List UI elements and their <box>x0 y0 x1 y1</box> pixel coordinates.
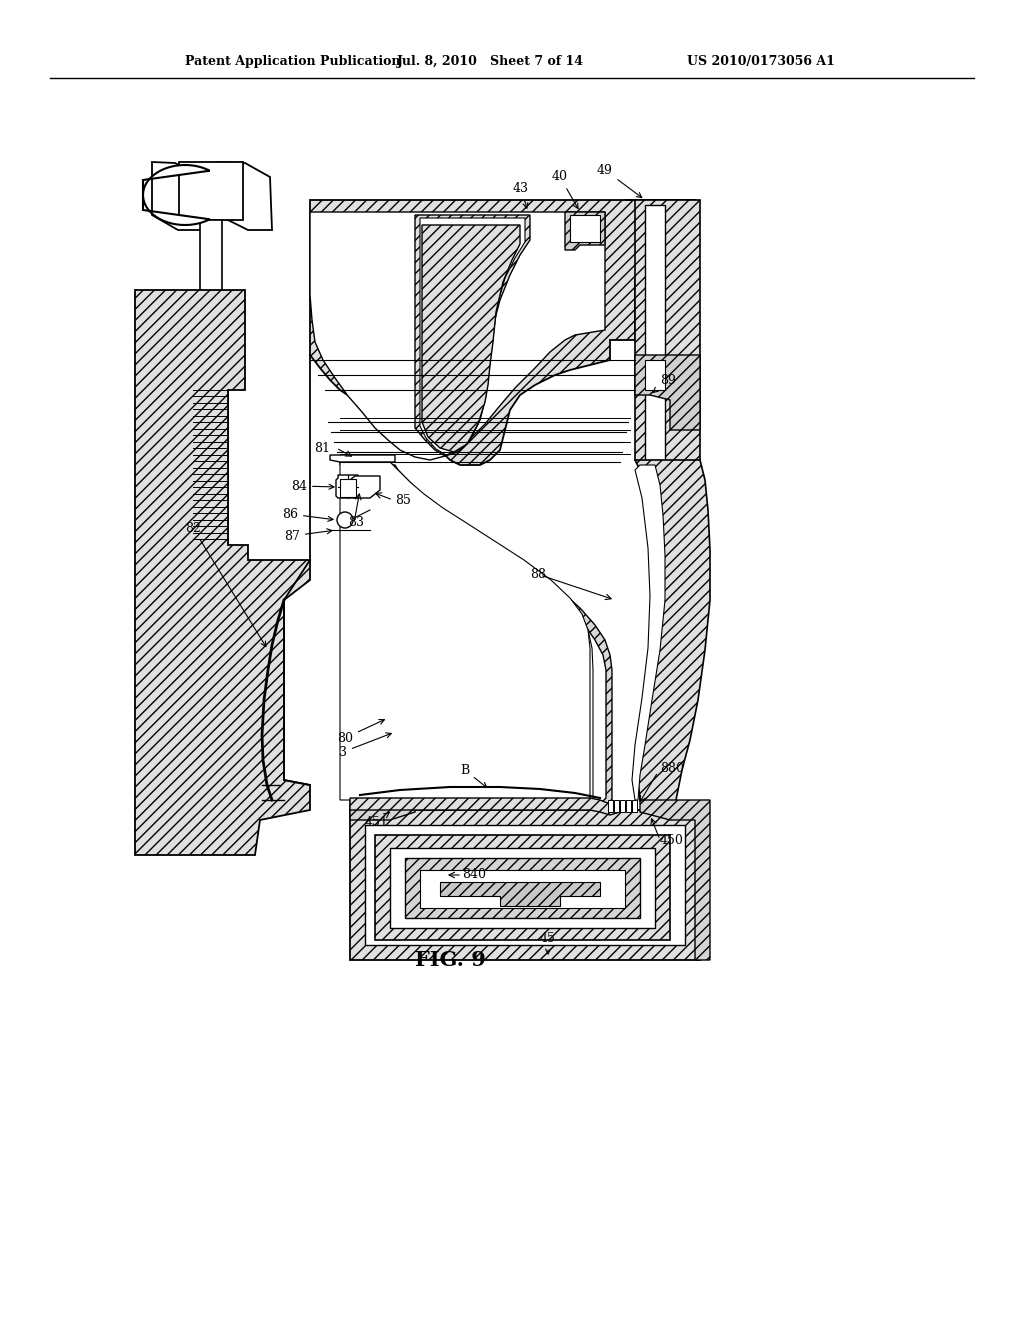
Text: Jul. 8, 2010   Sheet 7 of 14: Jul. 8, 2010 Sheet 7 of 14 <box>396 55 584 69</box>
Polygon shape <box>365 825 685 945</box>
Polygon shape <box>350 477 380 498</box>
Polygon shape <box>355 459 593 808</box>
Text: 81: 81 <box>314 441 330 454</box>
Polygon shape <box>420 218 525 455</box>
Text: 86: 86 <box>282 507 333 521</box>
Polygon shape <box>406 858 640 917</box>
Text: 80: 80 <box>337 719 384 744</box>
Polygon shape <box>200 294 222 389</box>
Polygon shape <box>570 215 600 242</box>
Polygon shape <box>635 201 700 540</box>
Polygon shape <box>336 475 360 498</box>
Text: 3: 3 <box>339 733 391 759</box>
Polygon shape <box>645 360 665 389</box>
Polygon shape <box>200 220 222 294</box>
Text: 85: 85 <box>395 494 411 507</box>
Text: 84: 84 <box>291 479 334 492</box>
Bar <box>340 479 356 498</box>
Text: 83: 83 <box>348 516 364 529</box>
Polygon shape <box>635 355 700 430</box>
Text: 49: 49 <box>597 164 642 198</box>
Text: 87: 87 <box>284 529 332 543</box>
Polygon shape <box>340 462 590 800</box>
Polygon shape <box>135 290 310 855</box>
Polygon shape <box>330 455 395 462</box>
Polygon shape <box>310 201 695 465</box>
Polygon shape <box>375 836 670 940</box>
Text: Patent Application Publication: Patent Application Publication <box>185 55 400 69</box>
Polygon shape <box>193 389 228 545</box>
Polygon shape <box>350 810 700 960</box>
Text: FIG. 9: FIG. 9 <box>415 950 485 970</box>
Text: 40: 40 <box>552 170 578 209</box>
Polygon shape <box>632 465 665 800</box>
Polygon shape <box>310 213 605 459</box>
Text: 880: 880 <box>660 762 684 775</box>
Polygon shape <box>640 800 710 960</box>
Text: 450: 450 <box>660 833 684 846</box>
Polygon shape <box>340 459 612 812</box>
Polygon shape <box>645 205 665 465</box>
Polygon shape <box>632 800 637 812</box>
Polygon shape <box>179 162 243 220</box>
Polygon shape <box>638 201 658 240</box>
Text: 840: 840 <box>462 869 486 882</box>
Text: 43: 43 <box>513 181 529 209</box>
Polygon shape <box>390 847 655 928</box>
Polygon shape <box>143 165 210 224</box>
Polygon shape <box>565 213 605 249</box>
Polygon shape <box>614 800 618 812</box>
Text: 451: 451 <box>365 813 389 829</box>
Polygon shape <box>440 882 600 906</box>
Polygon shape <box>422 224 520 451</box>
Polygon shape <box>635 459 710 810</box>
Text: 45: 45 <box>540 932 556 954</box>
Polygon shape <box>415 215 530 455</box>
Polygon shape <box>620 800 625 812</box>
Polygon shape <box>625 201 695 246</box>
Text: 82: 82 <box>185 521 266 647</box>
Polygon shape <box>218 162 272 230</box>
Text: 88: 88 <box>530 569 546 582</box>
Polygon shape <box>350 800 415 820</box>
Polygon shape <box>626 800 631 812</box>
Polygon shape <box>152 162 202 230</box>
Polygon shape <box>350 799 620 814</box>
Text: B: B <box>460 763 486 788</box>
Text: 89: 89 <box>653 374 676 392</box>
Circle shape <box>337 512 353 528</box>
Polygon shape <box>608 800 613 812</box>
Polygon shape <box>420 870 625 908</box>
Text: US 2010/0173056 A1: US 2010/0173056 A1 <box>687 55 835 69</box>
